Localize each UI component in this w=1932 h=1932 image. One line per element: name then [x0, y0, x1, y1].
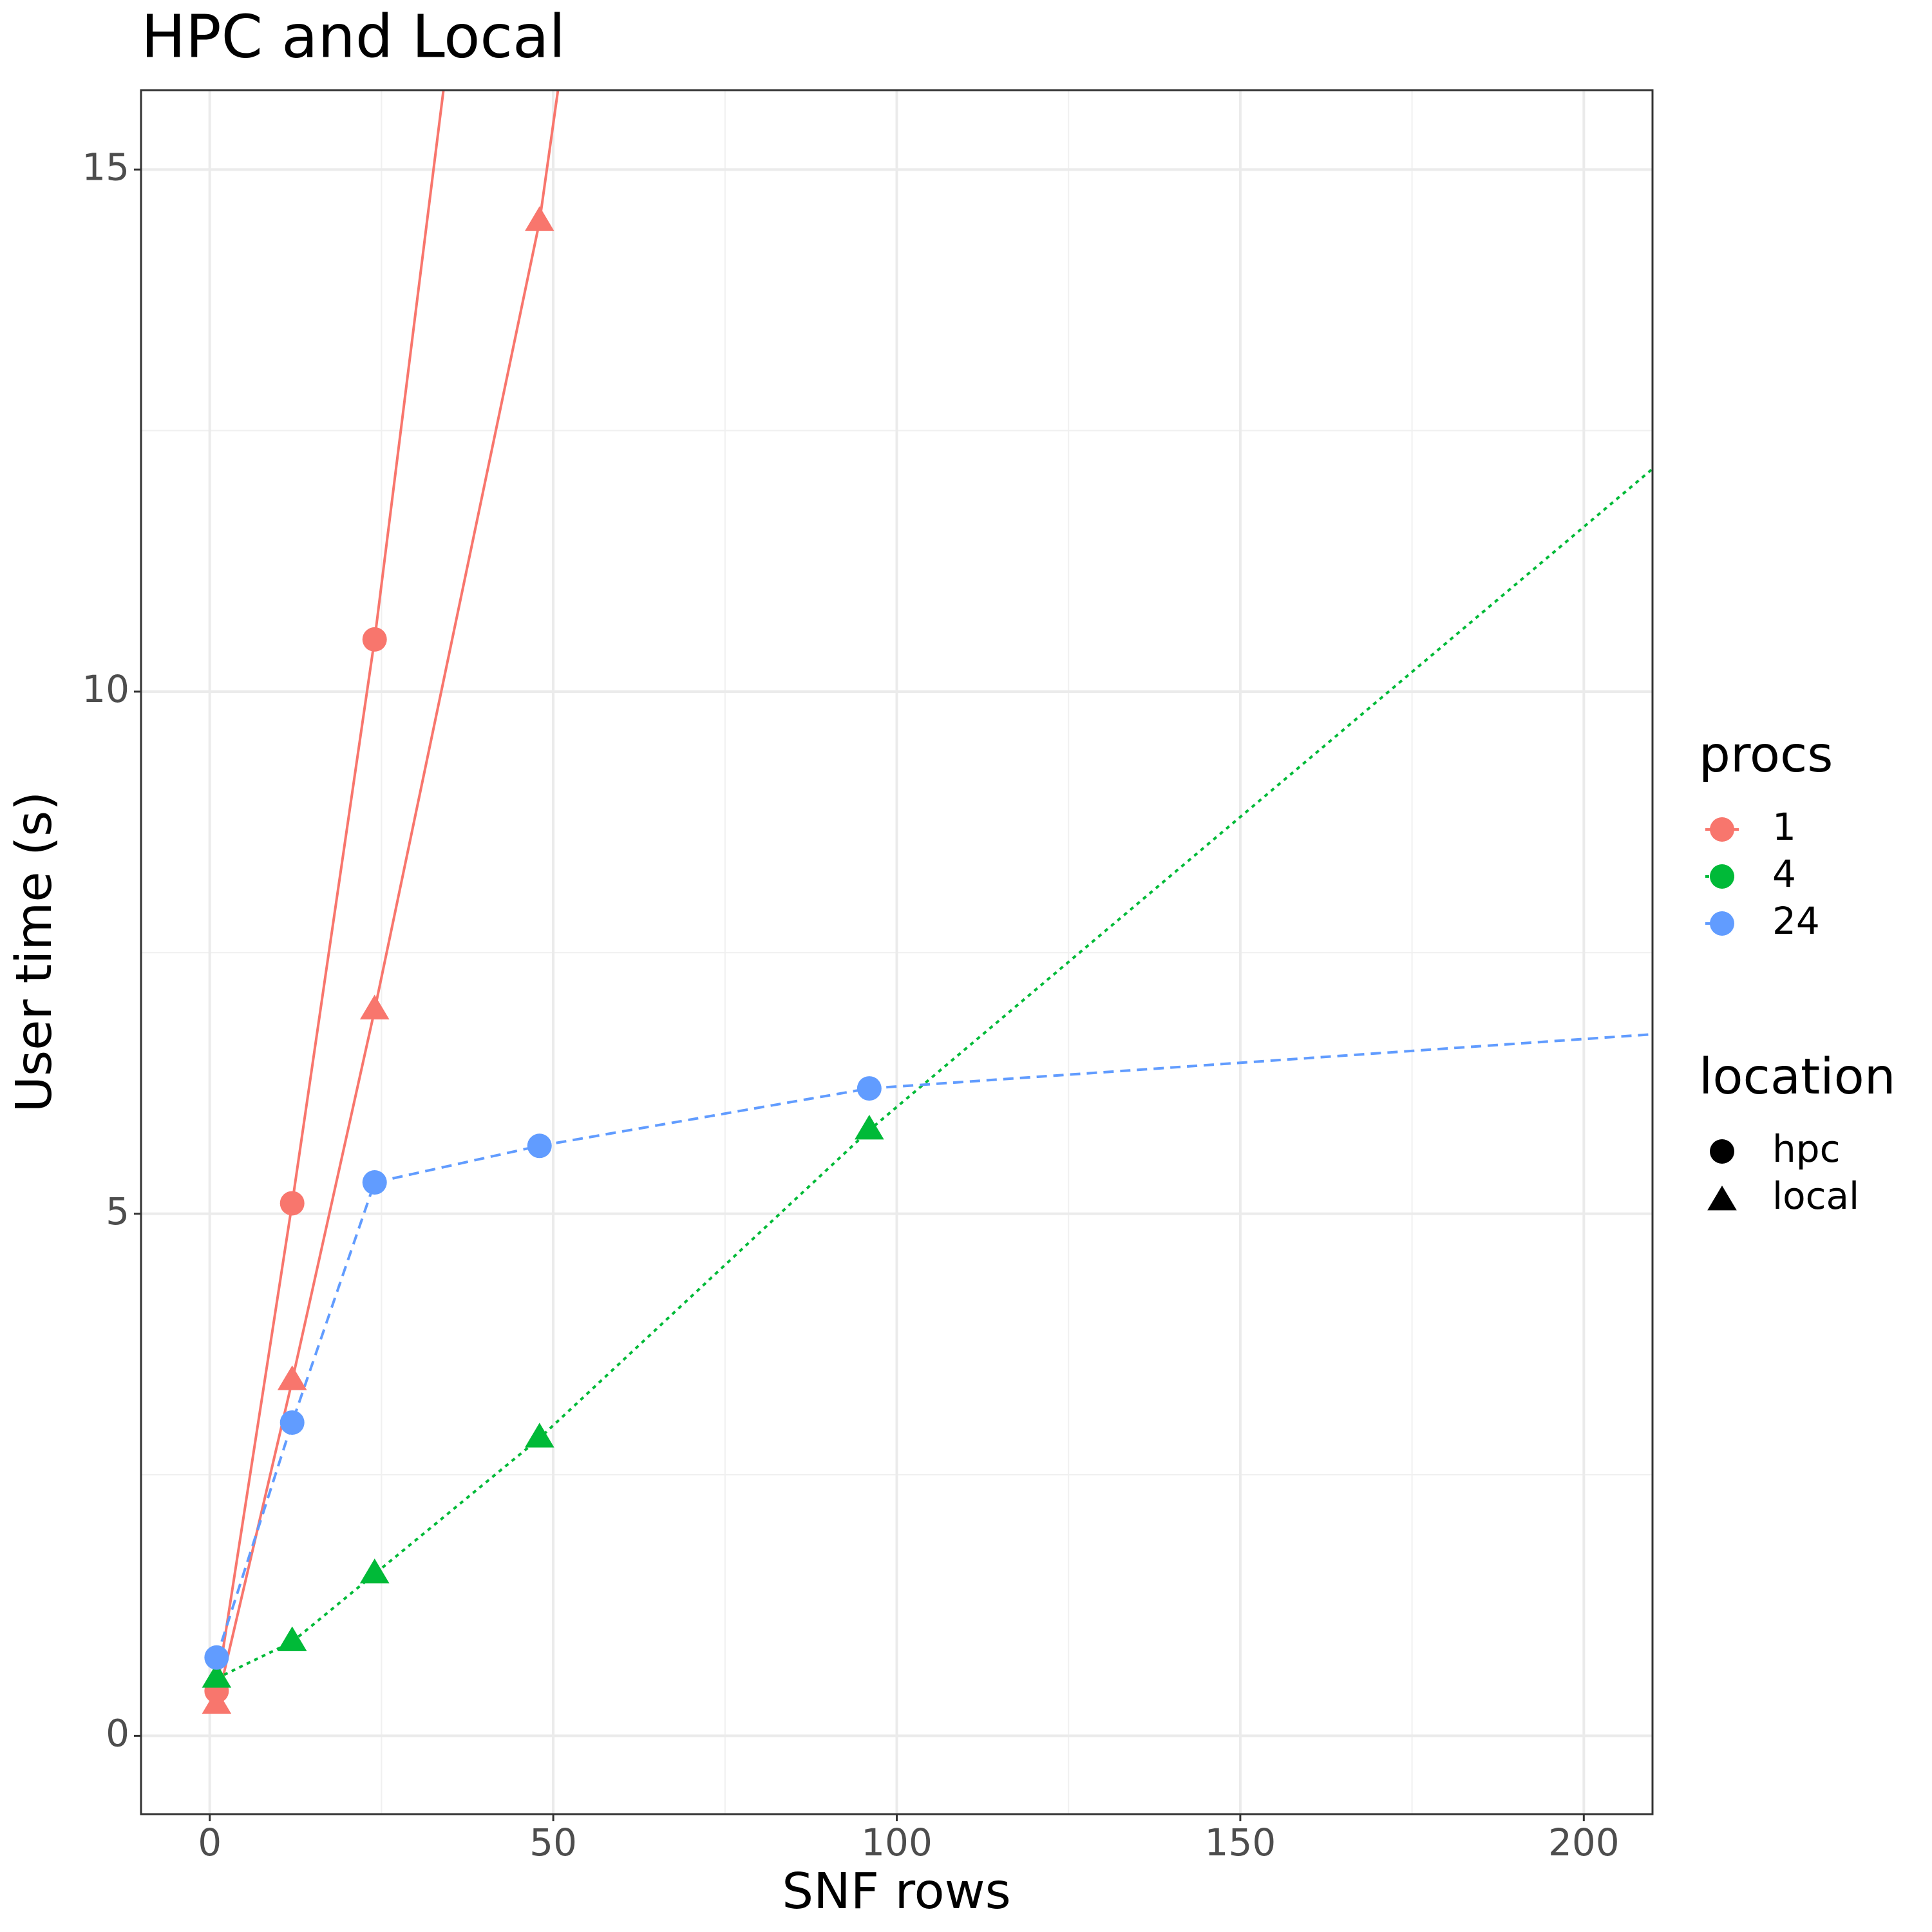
- x-tick-label: 0: [198, 1821, 222, 1864]
- circle-marker: [1710, 864, 1734, 889]
- circle-marker: [362, 1170, 387, 1195]
- series-line: [215, 1033, 1653, 1658]
- circle-marker: [1710, 817, 1734, 842]
- y-tick-label: 10: [82, 667, 129, 711]
- x-tick-label: 200: [1548, 1821, 1620, 1864]
- circle-marker: [279, 1410, 305, 1435]
- triangle-marker: [202, 1663, 232, 1688]
- triangle-marker: [1707, 1186, 1737, 1211]
- plot-border: [140, 89, 1654, 1815]
- triangle-marker: [524, 206, 554, 231]
- triangle-marker: [359, 994, 390, 1019]
- triangle-marker: [202, 1689, 232, 1714]
- legend-label: 4: [1772, 852, 1796, 896]
- y-axis-title: User time (s): [6, 791, 63, 1113]
- triangle-marker: [277, 1626, 307, 1651]
- plot-area: [202, 90, 1653, 1714]
- triangle-marker: [359, 1558, 390, 1584]
- chart-title: HPC and Local: [141, 2, 565, 71]
- x-axis-title: SNF rows: [782, 1863, 1010, 1920]
- x-tick-label: 100: [861, 1821, 933, 1864]
- circle-marker: [857, 1076, 882, 1101]
- x-tick-label: 150: [1205, 1821, 1276, 1864]
- triangle-marker: [524, 1423, 554, 1448]
- circle-marker: [279, 1191, 305, 1216]
- triangle-marker: [855, 1114, 884, 1140]
- legend-label: 24: [1772, 899, 1820, 943]
- series-line: [215, 90, 445, 1691]
- y-tick-label: 5: [106, 1189, 129, 1233]
- legend-label: 1: [1772, 805, 1796, 849]
- legend-title: location: [1699, 1048, 1896, 1106]
- circle-marker: [1710, 1139, 1734, 1164]
- legend-label: hpc: [1772, 1127, 1840, 1171]
- y-tick-label: 0: [106, 1712, 129, 1756]
- circle-marker: [527, 1133, 552, 1159]
- legend-label: local: [1772, 1174, 1859, 1218]
- circle-marker: [1710, 911, 1734, 936]
- legend-title: procs: [1699, 726, 1833, 784]
- triangle-marker: [277, 1365, 307, 1390]
- circle-marker: [362, 627, 387, 652]
- y-tick-label: 15: [82, 145, 129, 189]
- circle-marker: [204, 1645, 229, 1670]
- x-tick-label: 50: [529, 1821, 577, 1864]
